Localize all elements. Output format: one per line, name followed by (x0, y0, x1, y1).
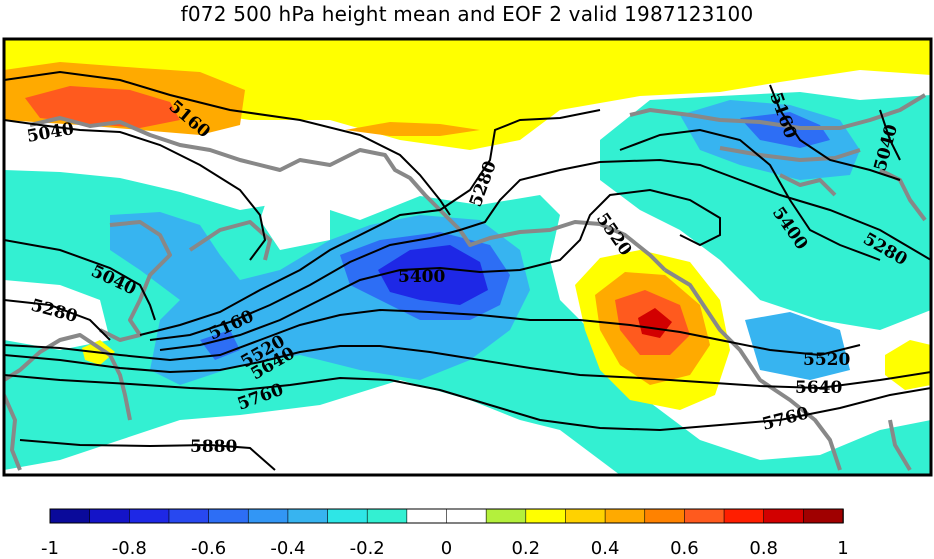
height-contours (4, 70, 931, 471)
colorbar-cell (723, 508, 765, 524)
colorbar-cell (49, 508, 91, 524)
contour-label: 5520 (803, 350, 850, 370)
eof-map: 5040 5160 5040 5280 5160 5520 5640 5760 … (2, 37, 933, 477)
colorbar-tick-label: -0.6 (191, 538, 227, 559)
colorbar-cell (485, 508, 527, 524)
contour-5160-ne (769, 84, 901, 181)
negative-anomaly-darkblue-core (378, 245, 488, 305)
colorbar-cell (446, 508, 487, 524)
colorbar-cell (287, 508, 329, 524)
contour-5040-north (4, 70, 451, 216)
colorbar-cell (604, 508, 646, 524)
contour-5160 (139, 109, 601, 336)
colorbar-tick-label: -0.8 (111, 538, 147, 559)
contour-5520 (4, 308, 861, 362)
contour-5040-nw (4, 119, 267, 261)
contour-5040-ne (879, 109, 901, 161)
colorbar-tick-label: -0.2 (349, 538, 385, 559)
colorbar-cell (168, 508, 210, 524)
colorbar-cell (247, 508, 289, 524)
colorbar-tick-label: 0.6 (670, 538, 699, 559)
negative-anomaly-lightblue-se (745, 312, 850, 380)
contour-5400 (159, 188, 721, 351)
colorbar-tick-label: 0 (440, 538, 453, 559)
colorbar-cell (565, 508, 606, 524)
contour-5760 (4, 374, 931, 432)
positive-anomaly-band-north (4, 39, 931, 150)
colorbar-tick-label: -1 (41, 538, 59, 559)
coastlines (4, 93, 927, 472)
colorbar-cell (366, 508, 408, 524)
colorbar-frame (49, 508, 844, 524)
colorbar-tick-label: 0.4 (590, 538, 620, 559)
map-title: f072 500 hPa height mean and EOF 2 valid… (180, 2, 754, 26)
colorbar-cell (327, 508, 368, 524)
contour-label: 5400 (398, 267, 445, 287)
colorbar-cell (129, 508, 170, 524)
colorbar-cell (763, 508, 805, 524)
contour-label: 5880 (190, 437, 237, 457)
colorbar-cell (406, 508, 448, 524)
map-frame (2, 37, 933, 477)
neutral-gap-1 (260, 190, 330, 250)
colorbar-cell (89, 508, 131, 524)
colorbar-cell (684, 508, 725, 524)
colorbar-tick-label: 0.2 (511, 538, 541, 559)
contour-5280-west (4, 299, 111, 341)
contour-5880 (19, 439, 276, 471)
contour-label: 5640 (795, 378, 842, 398)
colorbar-tick-label: -0.4 (270, 538, 306, 559)
colorbar-cell (208, 508, 250, 524)
colorbar-cell (803, 508, 844, 524)
contour-5400-east (619, 128, 881, 261)
neutral-gap-2 (4, 280, 110, 350)
colorbar-cell (644, 508, 686, 524)
colorbar-cell (525, 508, 567, 524)
contour-5040-west (4, 239, 156, 321)
colorbar-tick-label: 0.8 (749, 538, 779, 559)
contour-5280 (149, 158, 931, 341)
colorbar-tick-label: 1 (837, 538, 849, 559)
contour-5640 (4, 345, 931, 390)
positive-anomaly-orange-n (345, 122, 480, 136)
